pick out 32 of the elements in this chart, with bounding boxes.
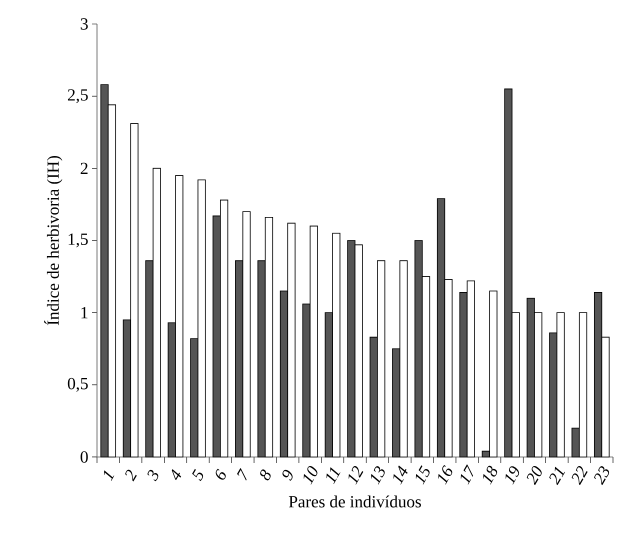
x-tick-label: 22: [572, 466, 588, 486]
x-tick-label: 3: [147, 470, 158, 482]
x-tick-label: 4: [172, 469, 182, 480]
x-tick-label: 15: [416, 465, 430, 485]
x-tick-label: 8: [260, 469, 271, 480]
x-tick-label: 1: [104, 470, 114, 481]
x-tick-label: 6: [216, 468, 226, 480]
x-tick-label: 12: [348, 466, 364, 485]
y-tick-label: 2,5: [68, 89, 88, 104]
y-tick-label: 3: [80, 18, 88, 30]
x-tick-label: 16: [438, 465, 452, 485]
x-tick-label: 10: [304, 466, 318, 485]
x-tick-label: 11: [326, 467, 340, 484]
x-tick-label: 2: [125, 470, 137, 482]
y-tick-label: 1,5: [68, 234, 88, 248]
x-tick-label: 23: [594, 466, 610, 486]
y-tick-label: 0,5: [68, 378, 88, 392]
x-tick-label: 7: [236, 468, 247, 481]
x-tick-label: 5: [192, 468, 204, 482]
y-tick-label: 0: [80, 451, 88, 463]
x-tick-label: 19: [506, 466, 520, 485]
x-tick-label: 9: [282, 470, 293, 481]
x-tick-label: 18: [483, 466, 498, 485]
x-axis-title: Pares de indivíduos: [288, 495, 421, 508]
x-tick-label: 17: [460, 464, 474, 485]
x-tick-label: 14: [394, 465, 408, 485]
x-tick-label: 13: [371, 466, 385, 485]
x-tick-label: 20: [526, 466, 542, 486]
y-tick-label: 2: [80, 162, 88, 174]
y-axis-title: Índice de herbivoria (IH): [44, 156, 62, 326]
x-tick-label: 21: [549, 466, 566, 486]
y-tick-label: 1: [81, 307, 88, 318]
